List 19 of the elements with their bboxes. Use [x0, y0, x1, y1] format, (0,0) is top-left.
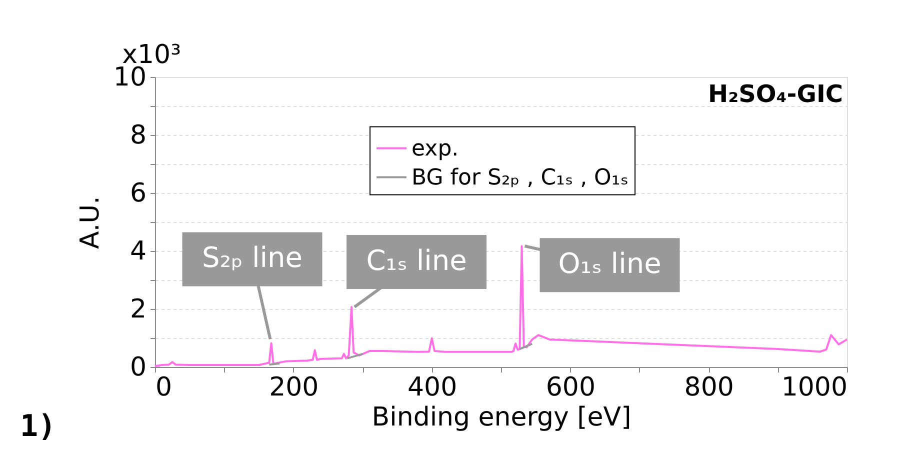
- x-tick-label: 600: [546, 372, 596, 402]
- chart-title: H₂SO₄-GIC: [708, 80, 843, 108]
- y-tick-label: 4: [130, 236, 146, 266]
- annotation: S₂ₚ line: [202, 241, 302, 274]
- text: 1): [20, 409, 56, 444]
- x-tick-label: 0: [156, 372, 172, 402]
- x-tick-label: 200: [269, 372, 319, 402]
- x-tick-label: 1000: [781, 372, 848, 402]
- y-tick-label: 8: [130, 120, 146, 150]
- annotation: C₁ₛ line: [366, 244, 467, 277]
- y-tick-label: 2: [130, 294, 146, 324]
- y-axis-title: A.U.: [75, 196, 106, 249]
- y-tick-label: 0: [130, 352, 146, 382]
- legend-label: BG for S₂ₚ , C₁ₛ , O₁ₛ: [412, 165, 628, 190]
- x-tick-label: 400: [407, 372, 458, 402]
- x-axis-title: Binding energy [eV]: [372, 402, 632, 432]
- x-tick-label: 800: [684, 372, 734, 402]
- legend-label: exp.: [412, 136, 459, 162]
- y-tick-label: 6: [130, 178, 146, 208]
